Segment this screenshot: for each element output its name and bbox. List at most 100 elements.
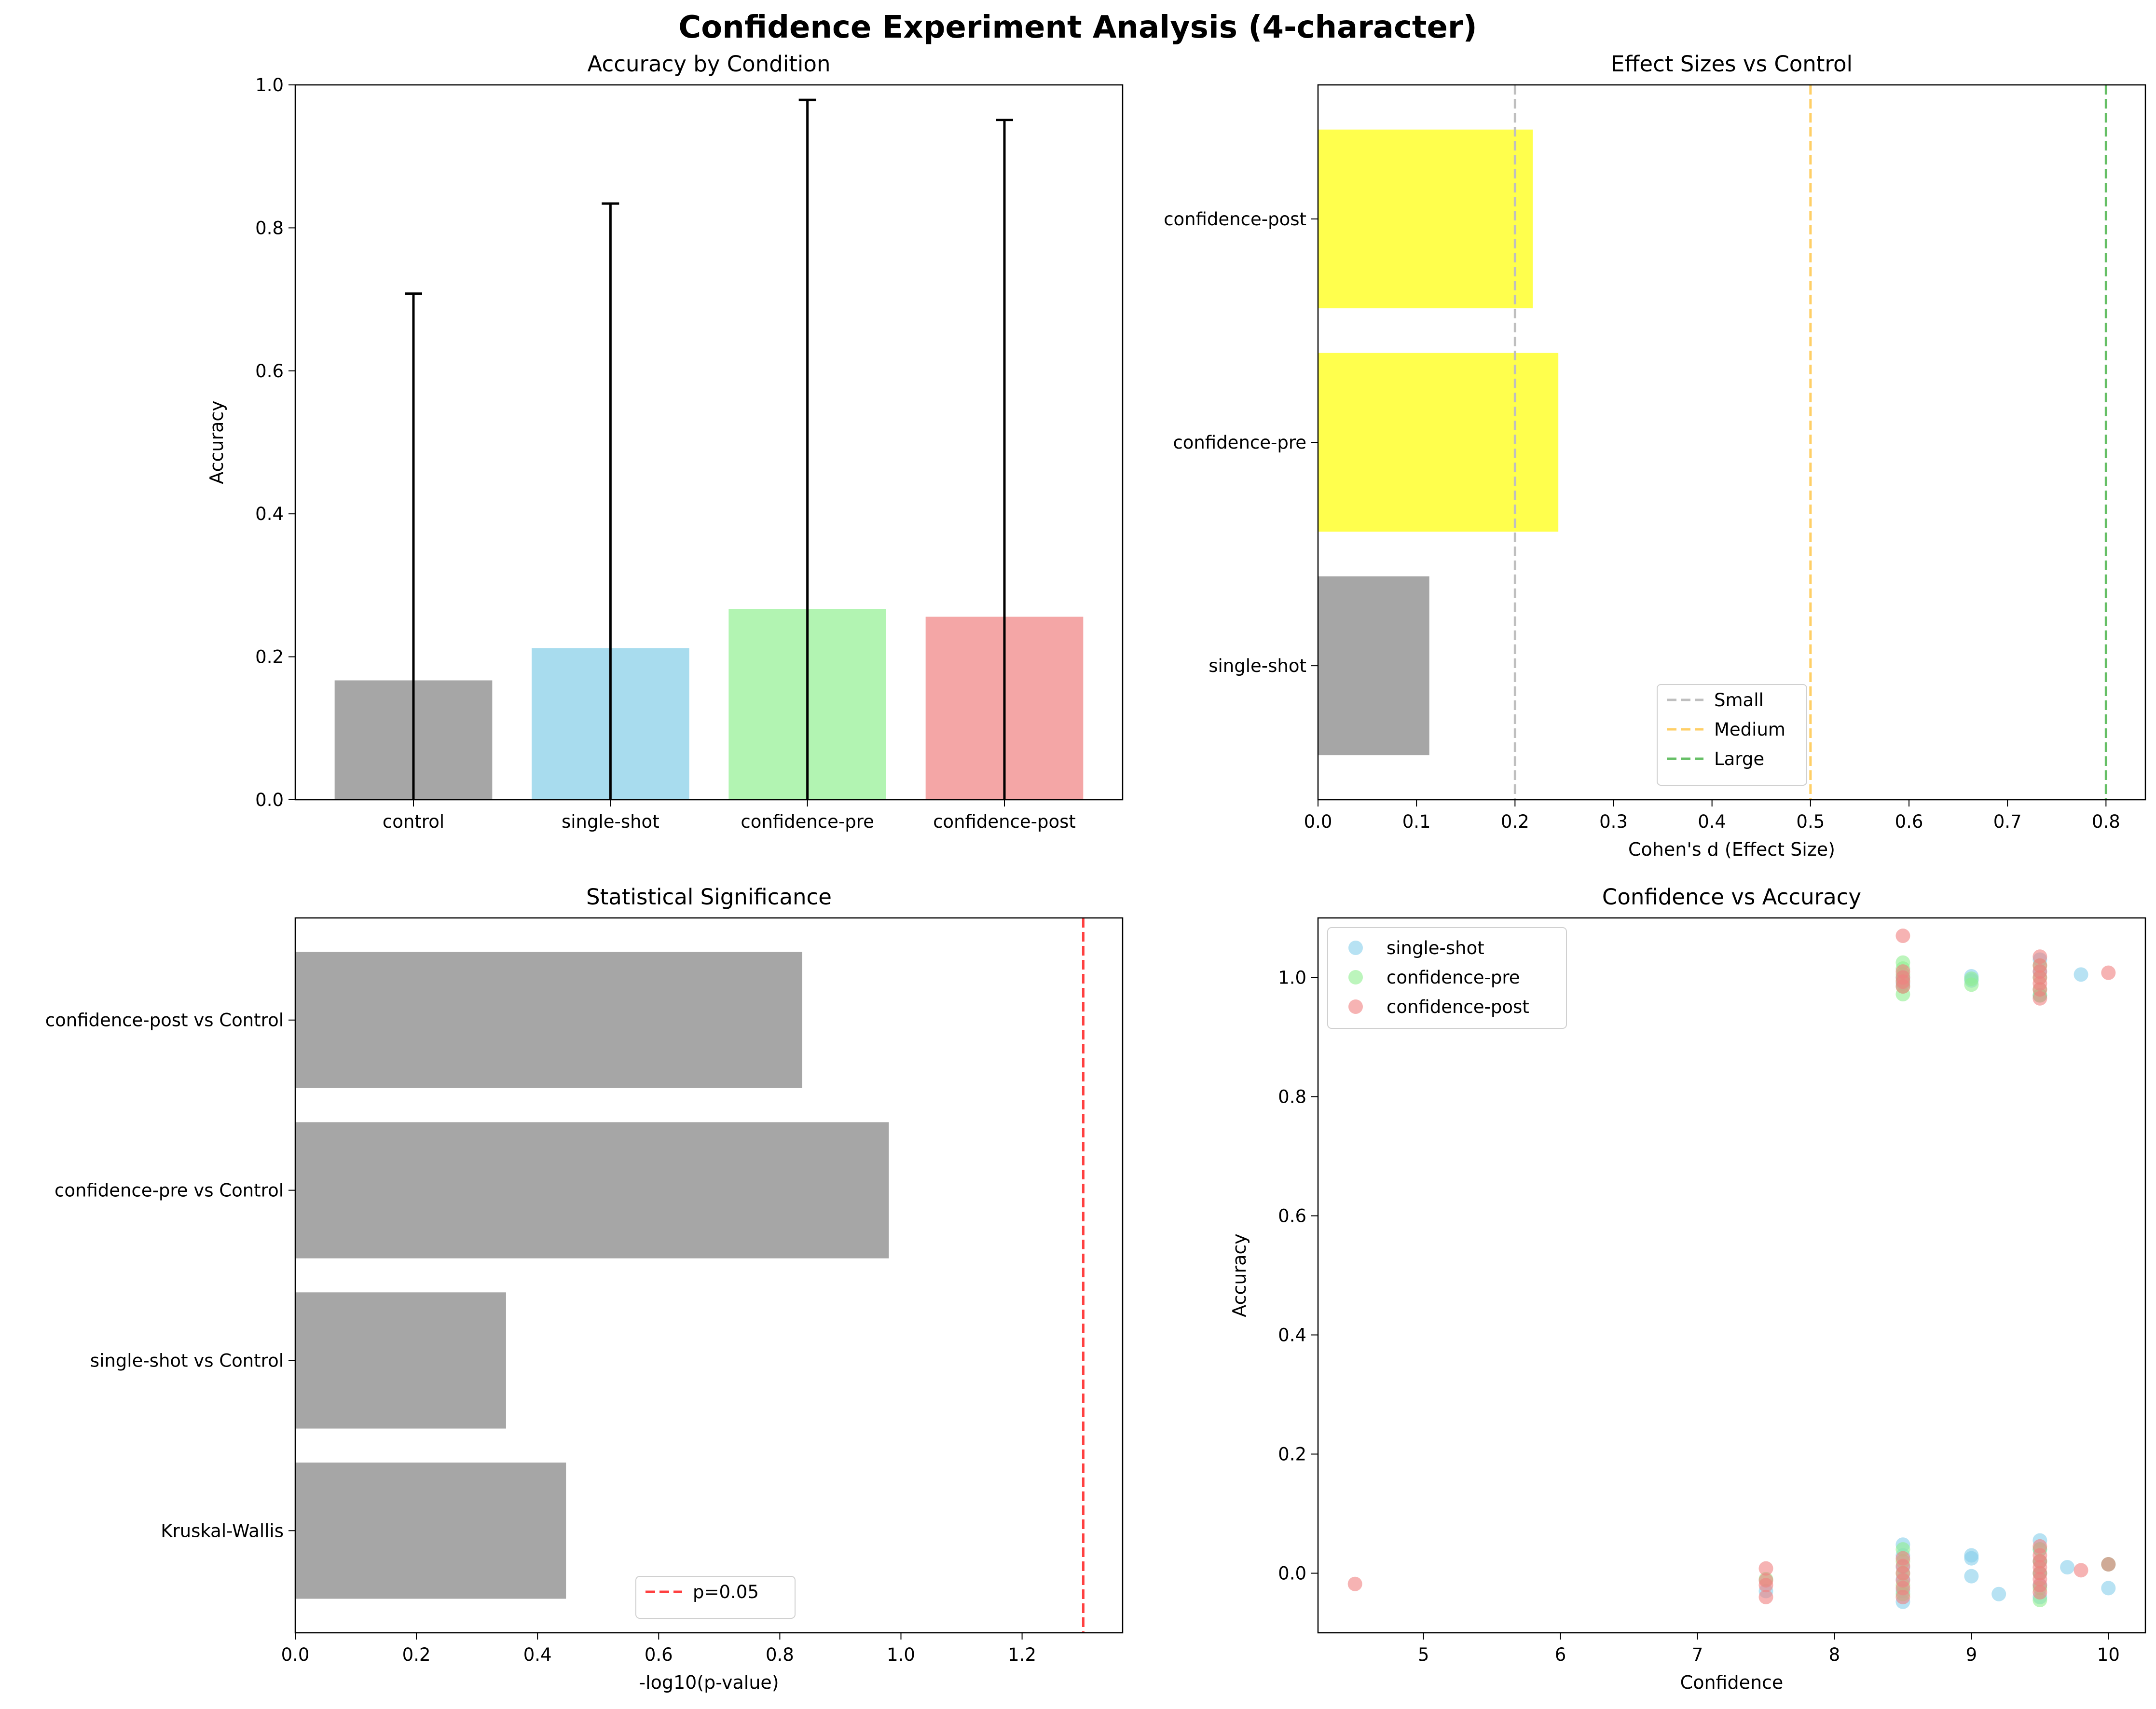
figure-title: Confidence Experiment Analysis (4-charac… [678,10,1477,45]
legend-marker-confidence-pre [1348,970,1363,984]
panel-title: Accuracy by Condition [588,51,831,77]
point-single-shot [2074,967,2088,982]
axes-frame [1317,84,2146,801]
x-tick-label: 0.0 [1304,811,1332,832]
panel-title: Statistical Significance [586,884,832,910]
point-single-shot [1991,1586,2006,1601]
bar-single-shot-vs-control [295,1292,506,1429]
x-tick-label: 0.5 [1796,811,1825,832]
y-tick-label: single-shot [1208,656,1306,676]
y-tick-label: confidence-post vs Control [45,1010,284,1031]
point-confidence-post [1758,1561,1773,1576]
x-axis-label: -log10(p-value) [639,1672,779,1693]
y-tick-label: confidence-post [1164,209,1306,230]
panel-title: Effect Sizes vs Control [1611,51,1853,77]
axes-frame [1317,917,2146,1634]
effect-sizes-panel: single-shot confidence-pre confidence-post… [1164,51,2146,860]
x-tick-label: 0.2 [402,1644,431,1665]
x-tick-label: 8 [1829,1644,1840,1665]
point-single-shot [2101,1581,2116,1596]
y-axis-label: Accuracy [1229,1233,1250,1317]
point-confidence-post [1895,979,1910,994]
x-tick-label: 0.8 [2092,811,2120,832]
point-single-shot [1964,1569,1979,1584]
x-tick-label: 0.8 [766,1644,794,1665]
x-tick-label: confidence-pre [741,811,874,832]
bar-single-shot [1318,576,1429,755]
legend-box [1657,684,1807,786]
x-tick-label: 1.0 [887,1644,915,1665]
y-tick-label: 0.8 [1278,1087,1306,1107]
legend-label-large: Large [1714,749,1764,769]
point-confidence-post [2032,1585,2047,1600]
y-tick-label: confidence-pre [1173,432,1306,453]
x-axis-label: Cohen's d (Effect Size) [1628,839,1835,860]
axes-frame [294,917,1124,1634]
x-tick-label: 0.7 [1993,811,2022,832]
point-confidence-post [2074,1563,2088,1578]
point-confidence-pre [1964,971,1979,986]
point-confidence-post [1758,1589,1773,1604]
x-tick-label: 0.6 [645,1644,673,1665]
x-axis-label: Confidence [1680,1672,1784,1693]
panel-title: Confidence vs Accuracy [1602,884,1861,910]
point-confidence-post [1347,1576,1362,1591]
y-tick-label: 0.6 [255,361,284,382]
y-tick-label: Kruskal-Wallis [161,1520,284,1541]
bar-confidence-post-vs-control [295,952,802,1088]
x-tick-label: 0.0 [281,1644,310,1665]
bar-confidence-pre [1318,353,1559,532]
point-confidence-post [2101,965,2116,980]
point-single-shot [2060,1560,2075,1575]
y-tick-label: 1.0 [255,75,284,96]
x-tick-label: 0.6 [1895,811,1923,832]
bar-kruskal-wallis [295,1463,566,1599]
y-tick-label: 0.2 [255,647,284,668]
confidence-vs-accuracy-panel: Confidence vs Accuracy 5 6 7 8 9 10 0.0 0.2 0.4 0.… [1229,884,2146,1693]
y-tick-label: 0.4 [255,504,284,524]
point-confidence-post [2032,991,2047,1006]
x-tick-label: 0.4 [523,1644,552,1665]
y-tick-label: 0.6 [1278,1206,1306,1227]
legend-box [1327,927,1567,1029]
point-confidence-post [1895,929,1910,943]
axes-frame [294,84,1124,801]
x-tick-label: 0.4 [1698,811,1726,832]
x-tick-label: 1.2 [1008,1644,1036,1665]
bar-confidence-post [1318,129,1533,309]
y-axis-label: Accuracy [206,400,227,484]
legend-label-small: Small [1714,690,1764,711]
point-single-shot [1964,1551,1979,1566]
y-tick-label: 0.2 [1278,1444,1306,1465]
point-confidence-post [1758,1578,1773,1593]
legend-marker-single-shot [1348,941,1363,955]
legend-label-medium: Medium [1714,719,1785,740]
accuracy-by-condition-panel: control single-shot confidence-pre confiden… [206,51,1124,832]
y-tick-label: 0.8 [255,218,284,238]
y-tick-label: confidence-pre vs Control [55,1180,284,1201]
point-confidence-post [2101,1557,2116,1572]
x-tick-label: confidence-post [933,811,1076,832]
x-tick-label: 6 [1555,1644,1566,1665]
x-tick-label: 0.2 [1501,811,1529,832]
x-tick-label: 10 [2097,1644,2120,1665]
statistical-significance-panel: Kruskal-Wallis single-shot vs Control conf… [45,884,1124,1693]
x-tick-label: 7 [1692,1644,1703,1665]
x-tick-label: 5 [1418,1644,1429,1665]
point-confidence-post [1895,1589,1910,1604]
y-tick-label: 0.0 [1278,1563,1306,1584]
legend-marker-confidence-post [1348,999,1363,1014]
legend-label-p-0-05: p=0.05 [693,1582,759,1602]
legend-label-confidence-post: confidence-post [1387,997,1529,1017]
x-tick-label: control [383,811,444,832]
x-tick-label: 9 [1966,1644,1977,1665]
x-tick-label: 0.1 [1402,811,1431,832]
y-tick-label: 0.4 [1278,1325,1306,1346]
y-tick-label: 0.0 [255,790,284,810]
x-tick-label: single-shot [562,811,659,832]
y-tick-label: single-shot vs Control [90,1350,284,1371]
y-tick-label: 1.0 [1278,968,1306,988]
bar-confidence-pre-vs-control [295,1122,889,1258]
legend-label-single-shot: single-shot [1387,938,1484,958]
